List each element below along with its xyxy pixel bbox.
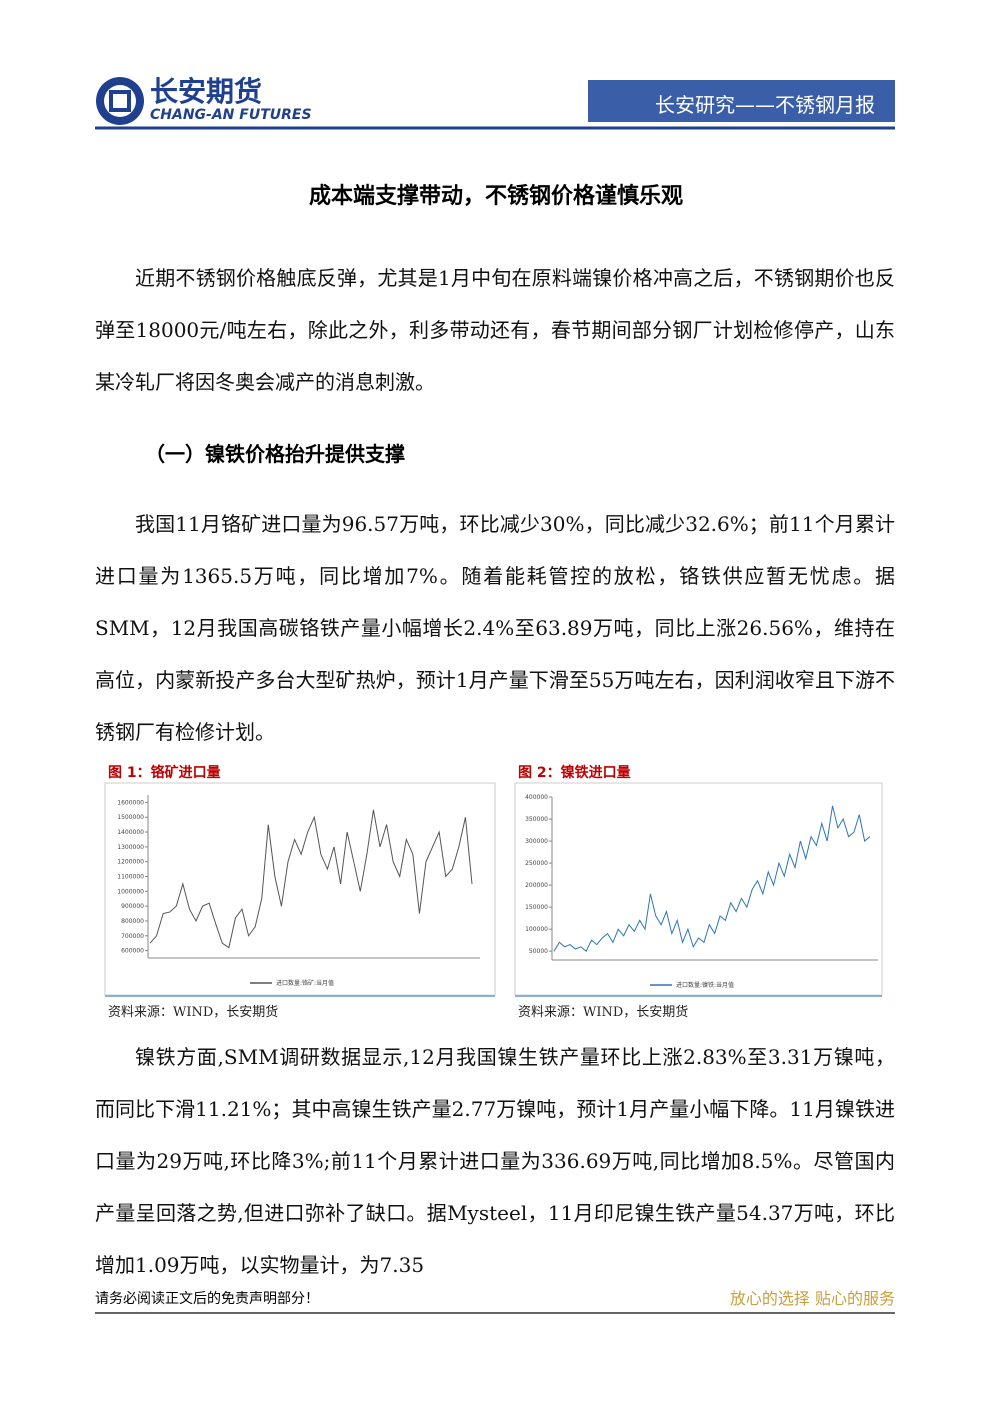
slogan: 放心的选择 贴心的服务 (729, 1289, 895, 1308)
logo (104, 85, 136, 117)
logo (109, 90, 131, 112)
figure-source: 资料来源：WIND，长安期货 (108, 1005, 279, 1020)
doc-title: 成本端支撑带动，不锈钢价格谨慎乐观 (308, 184, 683, 209)
header-box (588, 80, 895, 122)
disclaimer: 请务必阅读正文后的免责声明部分！ (95, 1291, 319, 1307)
company-en: CHANG-AN FUTURES (150, 107, 312, 123)
y-tick-label: 700000 (121, 933, 144, 940)
series-line (553, 805, 871, 952)
section-heading: （一）镍铁价格抬升提供支撑 (145, 442, 405, 466)
figure-source: 资料来源：WIND，长安期货 (518, 1005, 689, 1020)
company-cn: 长安期货 (150, 75, 263, 108)
y-tick-label: 300000 (525, 838, 548, 845)
paragraph: 镍铁方面,SMM调研数据显示,12月我国镍生铁产量环比上涨2.83%至3.31万… (95, 1045, 895, 1277)
y-tick-label: 900000 (121, 903, 144, 910)
y-tick-label: 150000 (525, 904, 548, 911)
figure-frame (104, 782, 496, 996)
y-tick-label: 1400000 (117, 829, 144, 836)
y-tick-label: 1600000 (117, 799, 144, 806)
paragraph: 近期不锈钢价格触底反弹，尤其是1月中旬在原料端镍价格冲高之后，不锈钢期价也反弹至… (95, 266, 895, 394)
y-tick-label: 50000 (529, 948, 548, 955)
y-tick-label: 1200000 (117, 859, 144, 866)
paragraph: 我国11月铬矿进口量为96.57万吨，环比减少30%，同比减少32.6%；前11… (95, 512, 895, 744)
figure-title: 图 1：铬矿进口量 (108, 765, 221, 781)
legend-label: 进口数量:镍铁:当月值 (676, 981, 734, 989)
report-label: 长安研究——不锈钢月报 (655, 93, 875, 117)
figure-title: 图 2：镍铁进口量 (518, 765, 631, 781)
y-tick-label: 100000 (525, 926, 548, 933)
series-line (149, 809, 473, 949)
y-tick-label: 1500000 (117, 814, 144, 821)
y-tick-label: 250000 (525, 860, 548, 867)
y-tick-label: 600000 (121, 948, 144, 955)
y-tick-label: 1300000 (117, 844, 144, 851)
y-tick-label: 1100000 (117, 874, 144, 881)
legend-label: 进口数量:铬矿:当月值 (276, 979, 334, 987)
y-tick-label: 400000 (525, 794, 548, 801)
y-tick-label: 1000000 (117, 888, 144, 895)
y-tick-label: 350000 (525, 816, 548, 823)
y-tick-label: 800000 (121, 918, 144, 925)
y-tick-label: 200000 (525, 882, 548, 889)
figure-frame (514, 782, 883, 996)
